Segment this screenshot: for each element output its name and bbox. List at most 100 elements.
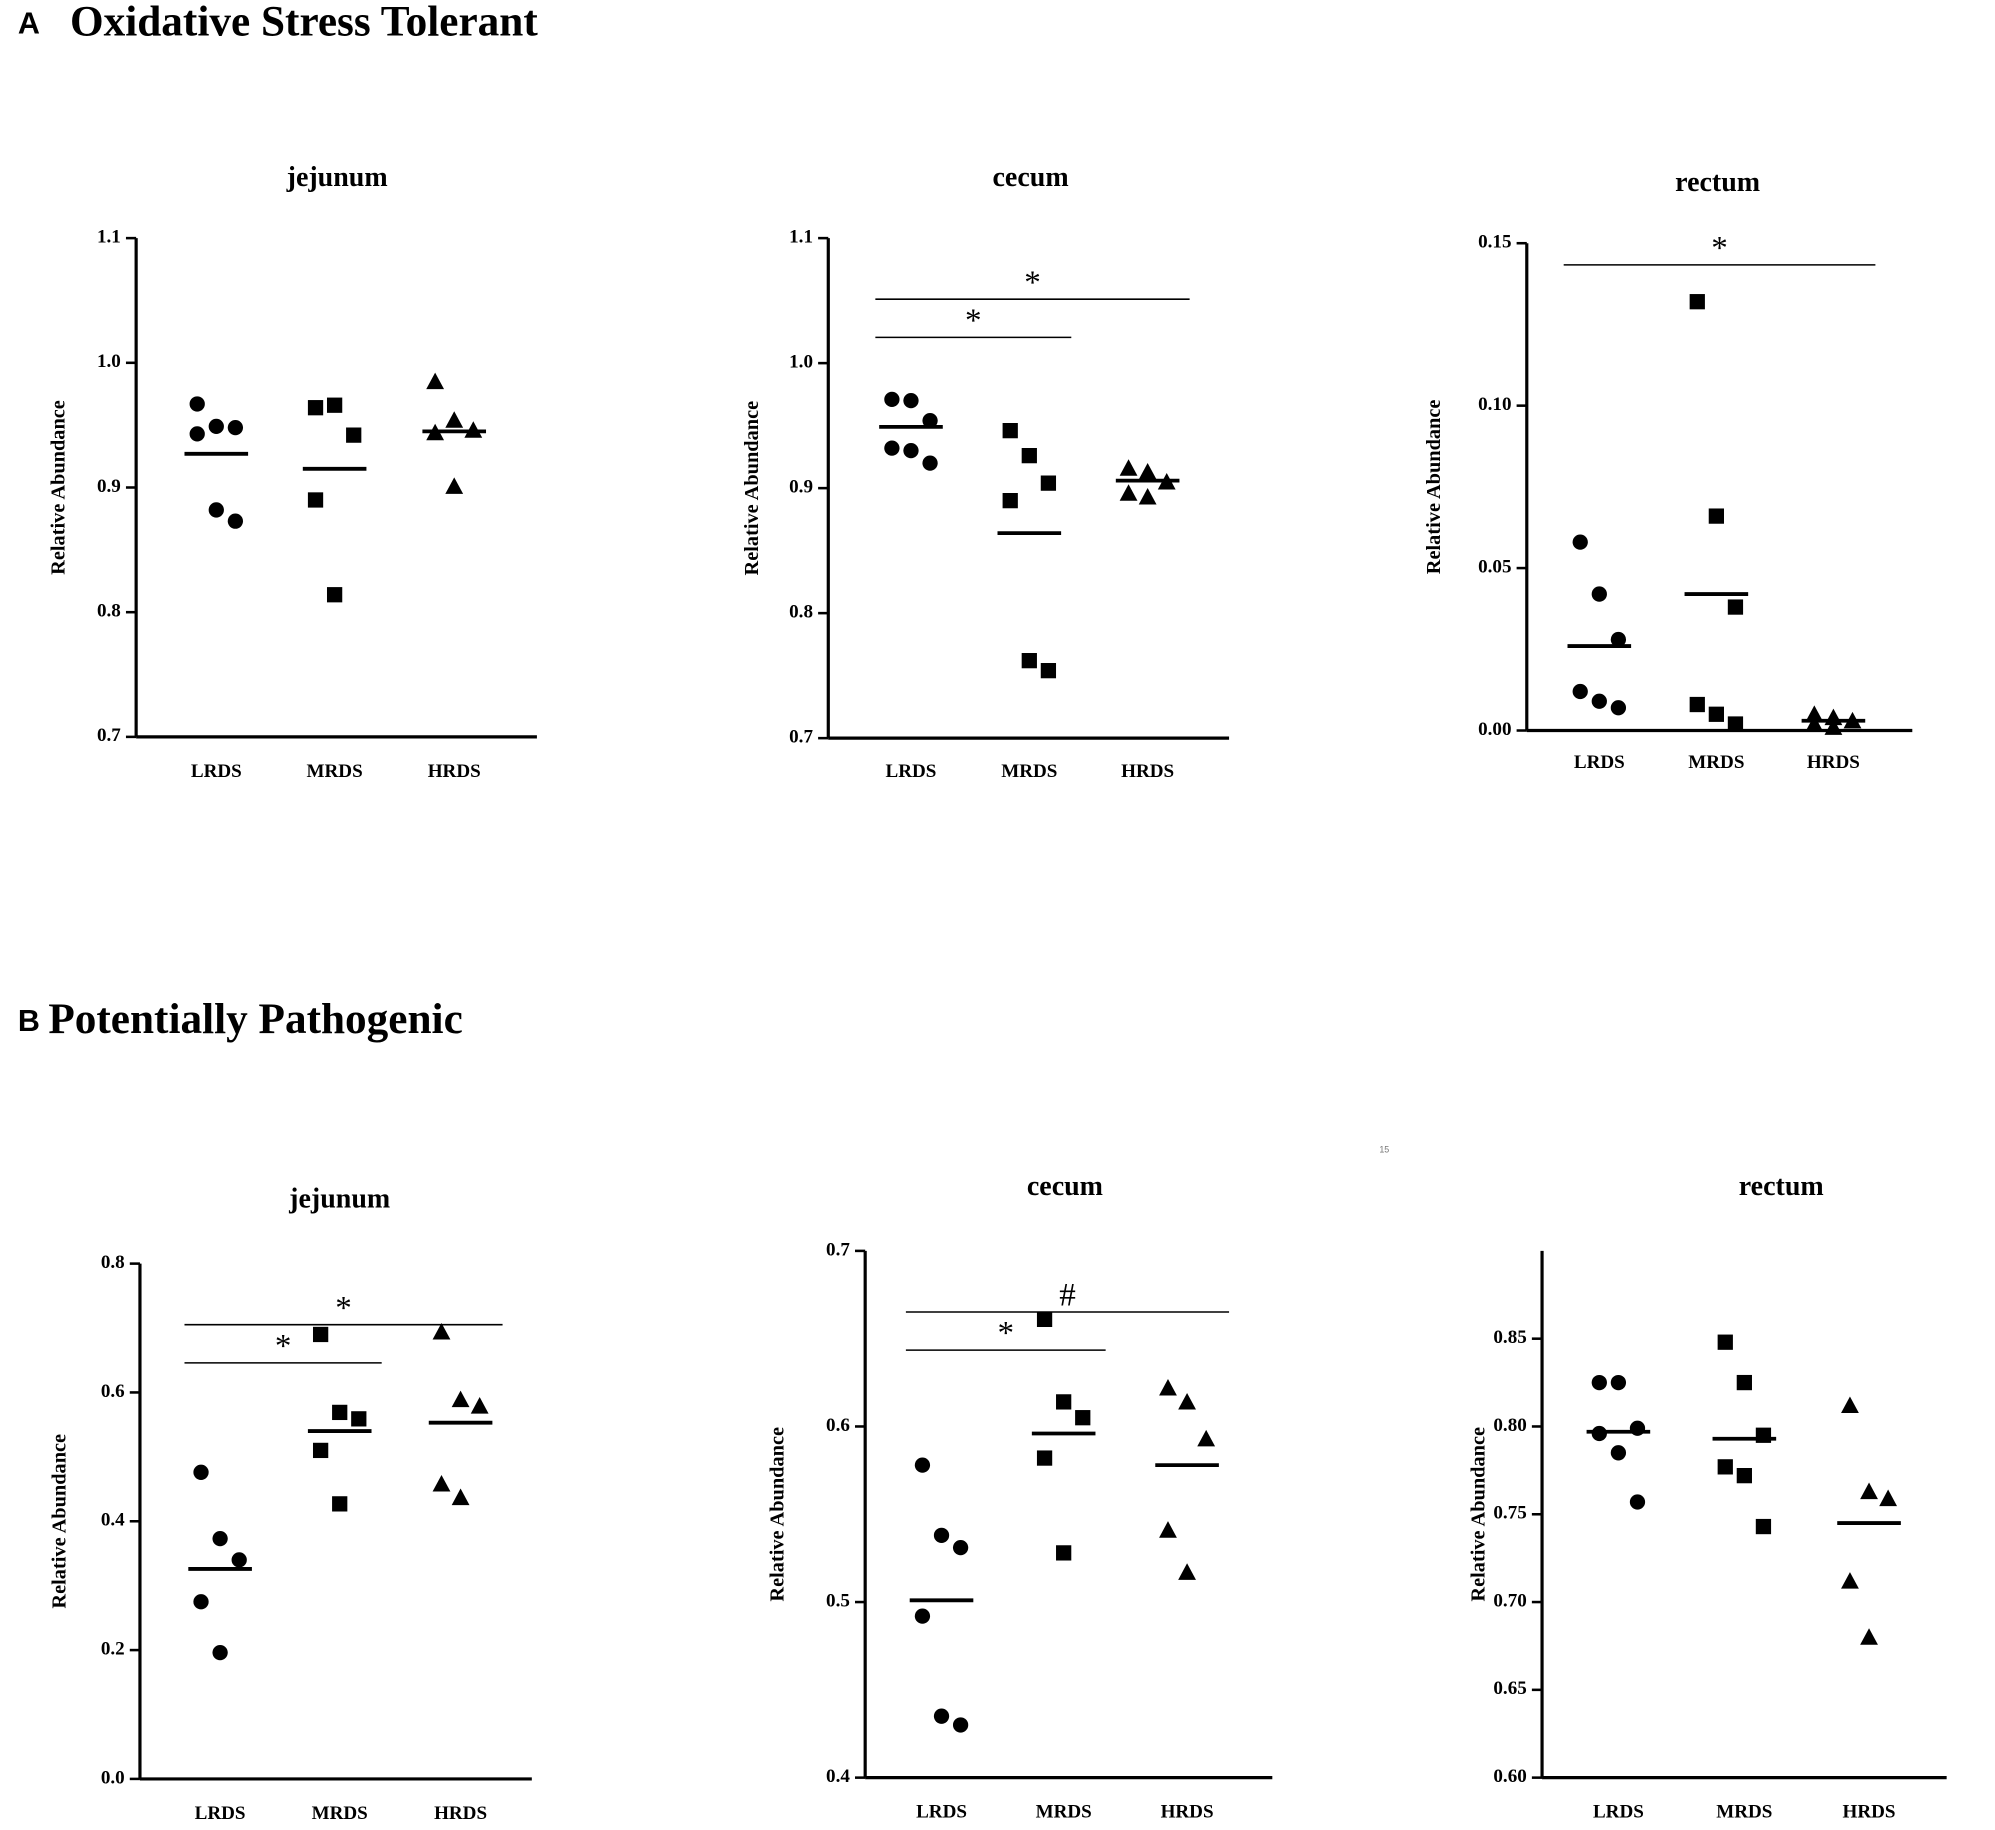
point [914,1457,931,1473]
point [1708,706,1724,722]
point [351,1411,367,1427]
point [189,396,205,412]
x-tick-label: LRDS [1593,1802,1644,1823]
y-tick-label: 0.4 [826,1766,850,1787]
point [326,397,343,413]
x-tick-label: MRDS [1001,761,1057,782]
point [1610,631,1627,648]
point [227,513,244,529]
point [212,1531,228,1547]
x-tick-label: HRDS [428,761,481,782]
point [1021,653,1037,669]
point [952,1717,969,1733]
point [1879,1489,1898,1507]
y-tick-label: 0.5 [826,1590,850,1611]
significance-label: * [1024,265,1041,301]
point [1689,696,1705,713]
point [922,412,938,429]
y-tick-label: 0.00 [1478,719,1511,740]
point [1610,1445,1627,1461]
point [914,1608,931,1624]
point [922,455,938,471]
significance-label: * [335,1290,352,1326]
significance-label: # [1059,1278,1076,1314]
x-tick-label: MRDS [1716,1802,1772,1823]
point [208,418,224,435]
point [1178,1392,1196,1410]
point [1860,1628,1878,1645]
y-tick-label: 0.7 [826,1239,850,1260]
point [1159,1378,1177,1396]
y-tick-label: 0.0 [101,1767,125,1788]
point [1708,508,1724,524]
point [1727,599,1744,615]
panel-title: Oxidative Stress Tolerant [70,0,538,46]
point [1591,693,1607,709]
significance-label: * [1711,230,1728,266]
point [1138,487,1157,505]
x-tick-label: MRDS [1036,1802,1092,1823]
point [332,1404,348,1421]
y-tick-label: 0.70 [1493,1590,1526,1611]
y-tick-label: 0.4 [101,1510,125,1531]
point [1755,1518,1772,1535]
point [470,1397,489,1414]
point [884,440,900,456]
y-tick-label: 0.15 [1478,232,1511,253]
x-tick-label: LRDS [916,1802,967,1823]
y-tick-label: 0.6 [101,1381,125,1402]
point [1036,1450,1053,1466]
point [1075,1410,1091,1426]
point [1002,493,1018,509]
point [445,477,464,494]
x-tick-label: LRDS [1574,752,1625,773]
y-axis-label: Relative Abundance [49,1434,71,1609]
point [903,392,919,409]
point [1805,715,1824,732]
y-tick-label: 1.1 [97,227,121,248]
point [193,1464,209,1480]
point [1841,1396,1859,1414]
x-tick-label: LRDS [195,1803,246,1824]
x-tick-label: MRDS [307,761,363,782]
point [903,443,919,459]
x-tick-label: HRDS [1807,752,1860,773]
point [227,420,244,436]
y-tick-label: 0.75 [1493,1503,1526,1524]
y-tick-label: 0.7 [789,727,813,748]
point [933,1708,950,1724]
y-tick-label: 0.9 [789,477,813,498]
point [1040,475,1057,491]
point [1572,534,1588,550]
point [332,1496,348,1512]
y-tick-label: 0.60 [1493,1766,1526,1787]
y-tick-label: 1.0 [789,352,813,373]
point [432,1322,451,1340]
point [1610,700,1627,716]
panel-title: Potentially Pathogenic [48,995,462,1043]
y-tick-label: 0.8 [101,1252,125,1273]
point [193,1594,209,1610]
page-number: 15 [1379,1145,1389,1155]
point [933,1527,950,1543]
y-tick-label: 0.7 [97,725,121,746]
point [1610,1374,1627,1391]
point [451,1488,470,1506]
point [1178,1563,1196,1580]
chart-title: rectum [1675,167,1760,198]
x-tick-label: HRDS [1121,761,1174,782]
x-tick-label: MRDS [312,1803,368,1824]
y-tick-label: 0.8 [789,602,813,623]
x-tick-label: HRDS [434,1803,487,1824]
point [432,1474,451,1492]
x-tick-label: MRDS [1688,752,1744,773]
y-tick-label: 0.8 [97,601,121,622]
point [1860,1482,1878,1500]
point [1727,716,1744,732]
significance-label: * [997,1316,1014,1352]
panel-letter: A [18,7,40,41]
y-axis-label: Relative Abundance [766,1427,788,1602]
point [1119,459,1138,476]
y-tick-label: 0.2 [101,1638,125,1659]
